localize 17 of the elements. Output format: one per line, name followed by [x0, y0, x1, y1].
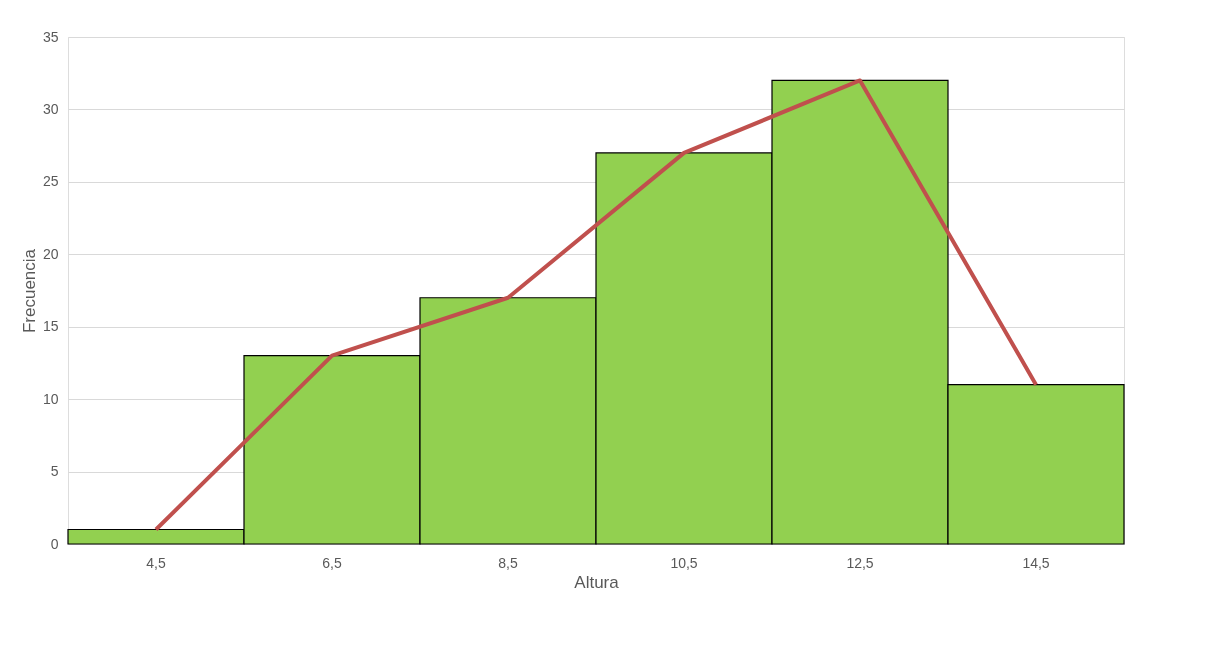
x-tick-label: 6,5	[322, 554, 342, 571]
y-tick-label: 30	[42, 100, 59, 117]
x-tick-label: 14,5	[1022, 554, 1050, 571]
y-tick-label: 25	[42, 173, 59, 190]
x-tick-label: 10,5	[670, 554, 698, 571]
y-tick-label: 10	[42, 390, 59, 407]
y-tick-label: 15	[42, 318, 59, 335]
x-tick-label: 12,5	[846, 554, 874, 571]
y-tick-label: 0	[50, 535, 59, 552]
y-tick-label: 35	[42, 28, 59, 45]
y-axis-title: Frecuencia	[19, 248, 39, 334]
y-tick-label: 20	[42, 245, 59, 262]
x-tick-label: 4,5	[146, 554, 166, 571]
line-series	[154, 78, 1038, 532]
y-tick-label: 5	[50, 463, 59, 480]
x-axis-title: Altura	[574, 572, 620, 592]
x-tick-label: 8,5	[498, 554, 518, 571]
